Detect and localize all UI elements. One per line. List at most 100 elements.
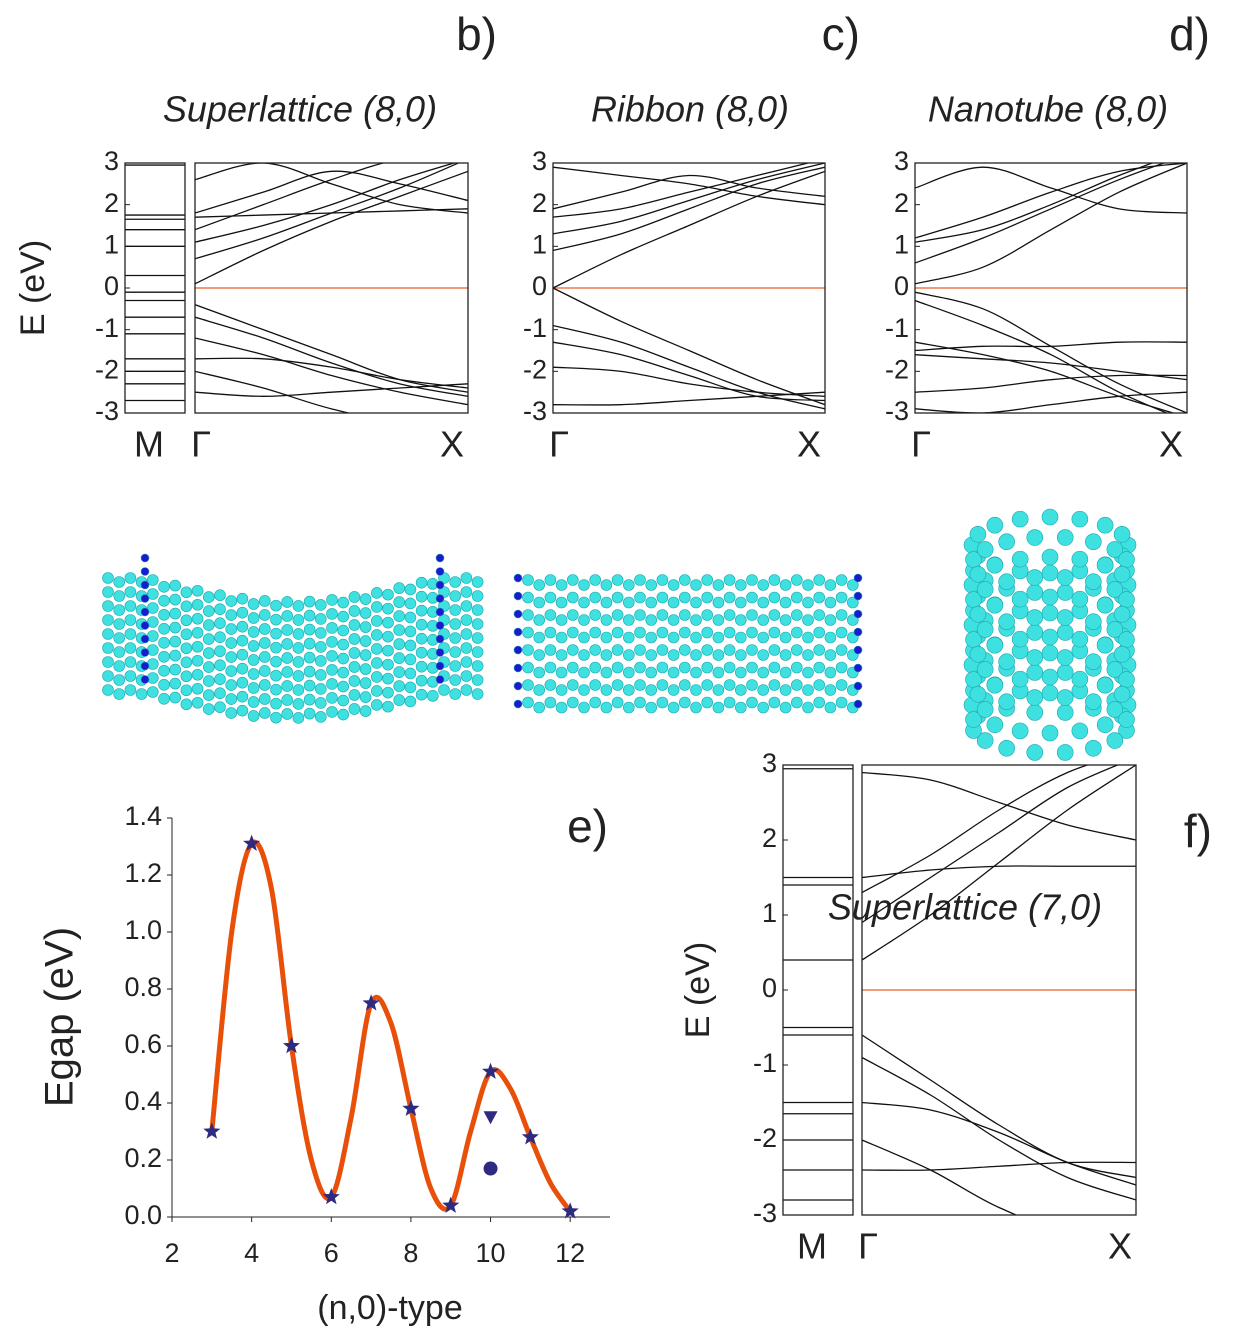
atom xyxy=(566,696,579,709)
atom xyxy=(337,652,350,665)
atom xyxy=(544,609,557,621)
y-tick-label: 0.6 xyxy=(124,1029,162,1059)
atom xyxy=(359,677,372,689)
atom xyxy=(359,593,372,605)
atom xyxy=(667,684,680,696)
atom xyxy=(634,696,646,709)
edge-atom xyxy=(435,594,445,603)
atom xyxy=(382,602,394,615)
atom xyxy=(746,626,758,639)
atom xyxy=(813,591,826,604)
band-line xyxy=(195,163,468,214)
atom xyxy=(314,669,327,681)
atom xyxy=(460,586,473,598)
atom xyxy=(555,631,568,644)
atom xyxy=(768,609,781,621)
edge-atom xyxy=(513,681,523,691)
atom xyxy=(611,644,624,656)
y-tick-label: -1 xyxy=(753,1048,777,1078)
atom xyxy=(337,694,350,707)
atom xyxy=(1026,624,1044,641)
atom xyxy=(292,600,305,612)
atom xyxy=(1118,671,1135,688)
atom xyxy=(522,591,534,604)
atom xyxy=(203,605,215,617)
atom xyxy=(802,666,814,679)
atom xyxy=(102,572,114,584)
atom xyxy=(634,679,646,691)
y-tick-label: 1.2 xyxy=(124,858,162,888)
atom xyxy=(976,541,994,558)
plot-frame xyxy=(914,162,1188,414)
atom xyxy=(1096,516,1114,534)
atom xyxy=(113,674,125,686)
atom xyxy=(600,684,613,696)
atom xyxy=(835,574,848,586)
atom xyxy=(393,610,406,622)
atom xyxy=(522,574,534,586)
atom xyxy=(1096,556,1114,574)
atom xyxy=(393,680,406,692)
band-line xyxy=(553,166,825,206)
atom xyxy=(471,660,484,672)
atom xyxy=(236,704,249,717)
edge-atom xyxy=(853,591,863,601)
atom xyxy=(1011,550,1029,568)
atom xyxy=(1071,550,1089,568)
atom xyxy=(578,666,590,679)
atom xyxy=(225,609,237,621)
atom xyxy=(690,649,702,661)
y-tick-label: 3 xyxy=(894,146,909,176)
atom xyxy=(835,696,848,709)
atom xyxy=(589,679,602,691)
atom xyxy=(1071,670,1089,688)
y-tick-label: 2 xyxy=(532,188,547,218)
atom xyxy=(281,652,294,664)
atom xyxy=(326,664,338,676)
atom xyxy=(712,701,725,714)
star-point xyxy=(282,1037,300,1054)
atom xyxy=(258,637,271,649)
atom xyxy=(147,602,159,614)
x-tick-label: 10 xyxy=(476,1238,506,1268)
atom xyxy=(180,656,193,669)
atom xyxy=(746,679,758,691)
atom xyxy=(370,699,383,711)
atom xyxy=(258,693,271,705)
atom xyxy=(522,661,534,674)
atom xyxy=(622,684,635,696)
atom xyxy=(1026,569,1044,586)
atom xyxy=(712,631,725,644)
atom xyxy=(813,644,826,656)
m-frame xyxy=(782,764,854,1216)
atom xyxy=(314,627,327,639)
atom xyxy=(690,666,702,679)
atom xyxy=(1026,704,1044,721)
atom xyxy=(102,684,114,696)
atom xyxy=(258,651,271,663)
atom xyxy=(404,639,417,652)
atom xyxy=(600,596,613,609)
atom xyxy=(969,565,987,583)
atom xyxy=(449,576,462,588)
atom xyxy=(555,596,568,609)
band-line xyxy=(553,391,825,406)
atom xyxy=(1096,636,1114,654)
panel-title: Ribbon (8,0) xyxy=(591,89,789,130)
atom xyxy=(522,626,534,639)
atom xyxy=(158,623,170,635)
structures xyxy=(102,508,1137,761)
band-line xyxy=(195,304,468,393)
atom xyxy=(270,599,282,612)
atom xyxy=(348,633,361,645)
atom xyxy=(813,574,826,586)
atom xyxy=(544,696,557,709)
band-line xyxy=(553,366,825,397)
atom xyxy=(258,623,271,635)
atom xyxy=(169,677,181,690)
atom xyxy=(566,679,579,691)
atom xyxy=(634,609,646,621)
atom xyxy=(113,618,125,630)
atom xyxy=(998,739,1015,757)
atom xyxy=(314,599,327,611)
